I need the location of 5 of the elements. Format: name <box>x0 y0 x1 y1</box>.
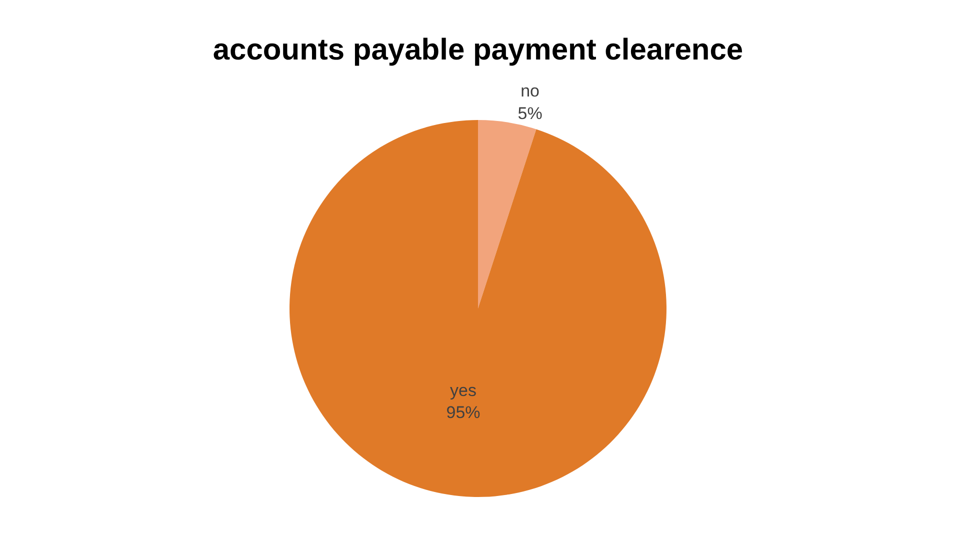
slice-label: no <box>520 82 540 101</box>
data-label: 95% <box>446 403 480 422</box>
chart-title: accounts payable payment clearence <box>212 33 744 66</box>
data-label: 5% <box>518 104 542 123</box>
slice-label: yes <box>450 381 476 400</box>
